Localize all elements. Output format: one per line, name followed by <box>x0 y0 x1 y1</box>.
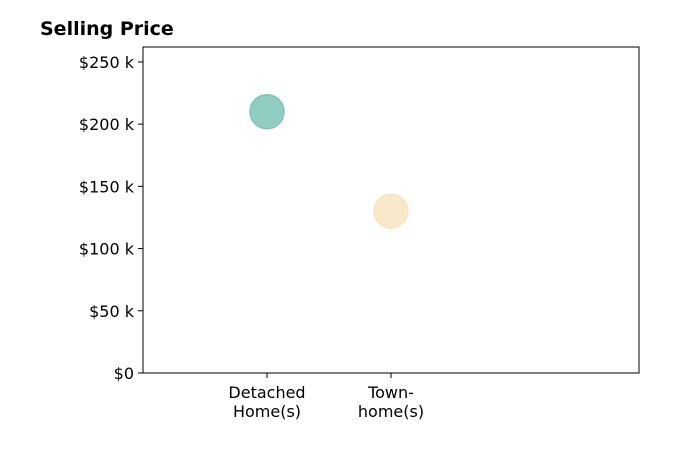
data-points <box>249 93 409 229</box>
data-point <box>249 93 285 130</box>
y-axis: $0 $50 k $100 k $150 k $200 k $250 k <box>79 53 143 383</box>
y-tick-label: $150 k <box>79 177 135 196</box>
x-tick-label: Town-home(s) <box>358 383 424 421</box>
y-tick-label: $100 k <box>79 240 135 259</box>
y-tick-label: $200 k <box>79 115 135 134</box>
y-tick-label: $50 k <box>89 302 135 321</box>
x-tick-label: Detached Home(s) <box>228 383 305 421</box>
y-tick-label: $0 <box>114 364 134 383</box>
x-axis: Detached Home(s) Town-home(s) <box>228 373 424 421</box>
chart-title: Selling Price <box>40 18 174 40</box>
data-point <box>373 193 409 229</box>
y-tick-label: $250 k <box>79 53 135 72</box>
